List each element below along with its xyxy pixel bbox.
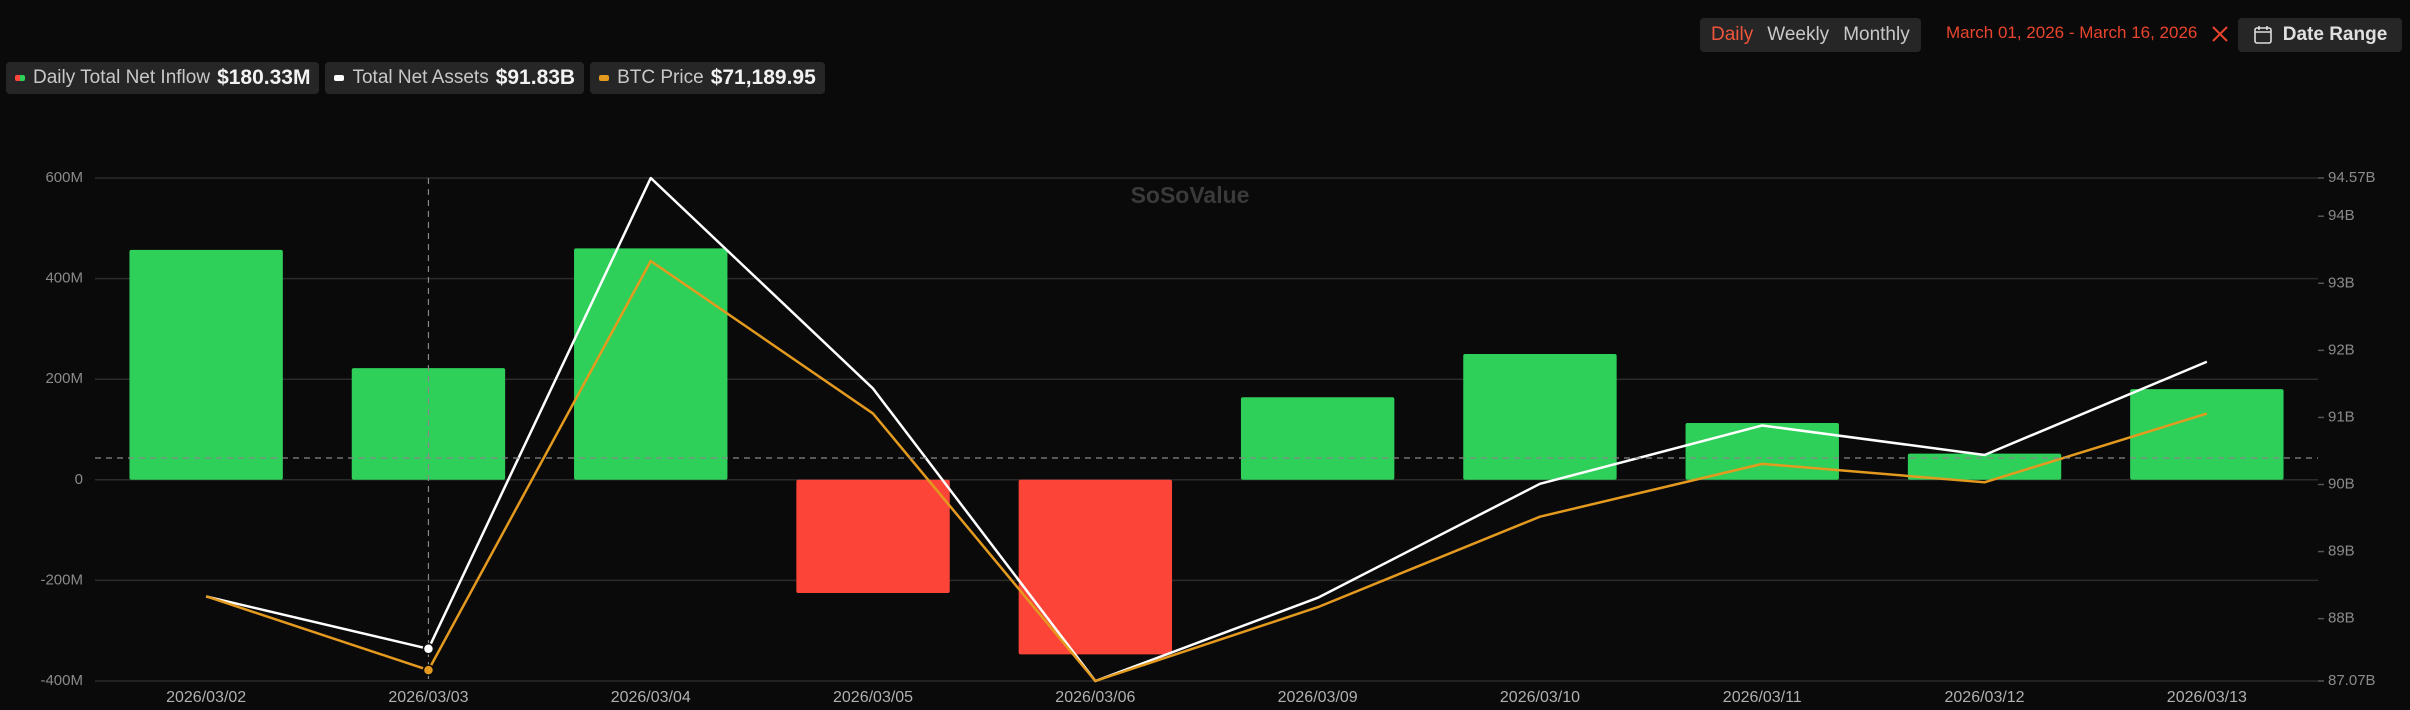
bar	[2130, 389, 2284, 480]
date-range-label: Date Range	[2282, 24, 2388, 45]
tab-weekly[interactable]: Weekly	[1767, 24, 1830, 45]
y2-tick-label: 87.07B	[2328, 672, 2376, 689]
x-tick-label: 2026/03/11	[1723, 689, 1802, 706]
x-tick-label: 2026/03/06	[1055, 689, 1135, 706]
y2-tick-label: 91B	[2328, 408, 2355, 425]
watermark: SoSoValue	[1131, 182, 1250, 208]
hover-dot	[422, 664, 435, 676]
tab-monthly[interactable]: Monthly	[1843, 24, 1910, 45]
legend-label: Total Net Assets	[352, 67, 489, 88]
calendar-icon	[2253, 26, 2272, 44]
y2-tick-label: 88B	[2328, 610, 2355, 627]
period-tabs: Daily Weekly Monthly	[1700, 18, 1921, 52]
line	[205, 259, 2208, 683]
legend-swatch	[334, 75, 345, 81]
y2-tick-label: 90B	[2328, 475, 2355, 492]
bar	[1018, 479, 1173, 655]
x-tick-label: 2026/03/05	[833, 689, 913, 706]
legend-swatch	[15, 75, 25, 81]
bar	[1685, 422, 1839, 480]
bar	[129, 249, 283, 480]
y-tick-label: -400M	[40, 672, 83, 689]
y-tick-label: 400M	[45, 270, 83, 287]
legend-item[interactable]: Total Net Assets $91.83B	[325, 62, 585, 94]
x-tick-label: 2026/03/03	[388, 689, 468, 706]
legend-label: Daily Total Net Inflow	[33, 67, 211, 88]
bar	[574, 248, 728, 480]
legend-value: $180.33M	[217, 66, 311, 89]
y2-tick-label: 92B	[2328, 341, 2355, 358]
y-tick-label: 0	[75, 471, 83, 488]
x-tick-label: 2026/03/02	[166, 689, 246, 706]
bar	[1240, 397, 1395, 480]
y2-tick-label: 94B	[2328, 207, 2355, 224]
bar	[1463, 354, 1617, 480]
y-tick-label: 200M	[45, 370, 83, 387]
tab-daily[interactable]: Daily	[1711, 24, 1754, 45]
legend-item[interactable]: BTC Price $71,189.95	[590, 62, 825, 94]
legend-item[interactable]: Daily Total Net Inflow $180.33M	[6, 62, 320, 94]
y-tick-label: 600M	[45, 169, 83, 186]
y2-tick-label: 93B	[2328, 274, 2355, 291]
date-range-button[interactable]: Date Range	[2238, 18, 2402, 52]
x-tick-label: 2026/03/12	[1945, 689, 2025, 706]
legend-value: $71,189.95	[710, 66, 816, 89]
legend: Daily Total Net Inflow $180.33M Total Net …	[6, 62, 825, 94]
x-tick-label: 2026/03/04	[611, 689, 691, 706]
line	[205, 176, 2208, 683]
hover-dot	[422, 643, 435, 655]
bar	[796, 479, 950, 593]
x-tick-label: 2026/03/13	[2167, 689, 2247, 706]
y2-tick-label: 94.57B	[2328, 169, 2376, 186]
date-range-text: March 01, 2026 - March 16, 2026	[1946, 23, 2198, 42]
legend-label: BTC Price	[617, 67, 704, 88]
legend-value: $91.83B	[495, 66, 576, 89]
clear-range[interactable]	[2208, 22, 2232, 46]
x-tick-label: 2026/03/10	[1500, 689, 1580, 706]
y-tick-label: -200M	[40, 571, 83, 588]
x-tick-label: 2026/03/09	[1278, 689, 1358, 706]
bar	[1907, 453, 2062, 480]
legend-swatch	[599, 75, 610, 81]
y2-tick-label: 89B	[2328, 543, 2355, 560]
